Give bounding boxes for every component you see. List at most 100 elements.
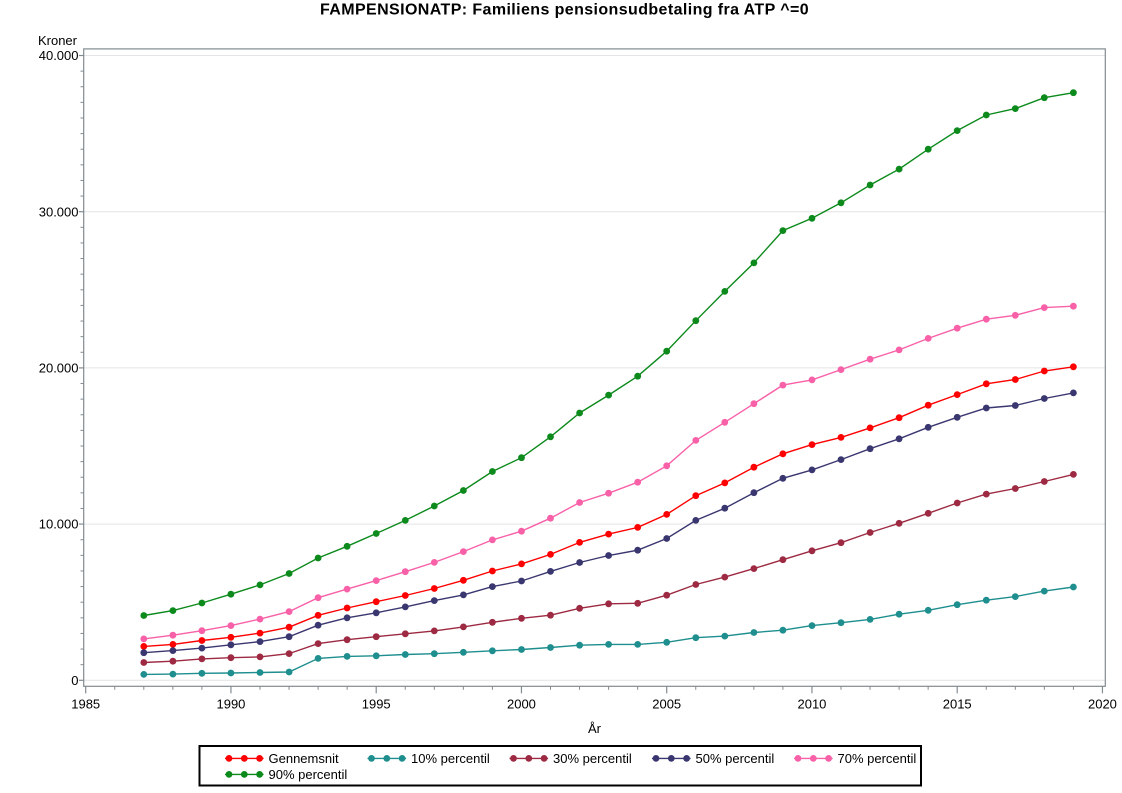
- data-point-2015: [953, 413, 961, 421]
- data-point-2000: [518, 614, 525, 622]
- data-point-2000: [518, 527, 525, 535]
- legend-marker: [225, 771, 233, 778]
- data-point-1992: [285, 623, 293, 631]
- data-point-1997: [430, 559, 438, 566]
- data-point-2003: [605, 641, 612, 648]
- data-point-1987: [140, 671, 148, 678]
- data-point-1989: [198, 627, 206, 635]
- series-50-percentil: [140, 389, 1077, 657]
- data-point-2005: [663, 535, 671, 542]
- data-point-2016: [982, 111, 990, 119]
- data-point-2009: [779, 450, 787, 458]
- axis-ticks: [78, 54, 1104, 694]
- chart-title: FAMPENSIONATP: Familiens pensionsudbetal…: [320, 2, 809, 19]
- series-90-percentil: [140, 89, 1077, 619]
- legend-marker: [652, 755, 660, 762]
- legend-label: 10% percentil: [411, 751, 490, 766]
- data-point-2011: [837, 456, 845, 463]
- x-tick-label-2015: 2015: [943, 697, 972, 712]
- series-30-percentil: [140, 471, 1077, 666]
- data-point-1988: [169, 657, 177, 665]
- data-point-2018: [1040, 478, 1048, 485]
- data-point-2010: [808, 376, 816, 384]
- y-tick-label-10.000: 10.000: [39, 517, 79, 532]
- data-point-2005: [663, 638, 671, 646]
- data-point-2008: [750, 629, 758, 636]
- legend-marker: [398, 755, 406, 762]
- data-point-1993: [314, 611, 322, 619]
- data-point-2009: [779, 381, 787, 389]
- data-point-2005: [663, 591, 671, 599]
- data-point-2017: [1011, 485, 1019, 492]
- data-point-2004: [634, 524, 642, 531]
- x-tick-label-1990: 1990: [216, 697, 245, 712]
- data-point-2013: [895, 414, 903, 422]
- data-point-2008: [750, 463, 758, 471]
- data-point-2018: [1040, 367, 1048, 375]
- data-point-2008: [750, 565, 758, 572]
- data-point-2008: [750, 400, 758, 408]
- data-point-2019: [1070, 389, 1077, 397]
- data-point-2015: [953, 127, 961, 134]
- data-point-2012: [866, 181, 874, 189]
- data-point-1995: [372, 598, 380, 606]
- data-point-2019: [1070, 363, 1077, 371]
- data-point-2002: [576, 539, 583, 546]
- data-point-1993: [314, 594, 322, 602]
- data-point-2017: [1011, 402, 1019, 409]
- data-point-1993: [314, 621, 322, 629]
- legend-entry-90-percentil: 90% percentil: [225, 767, 347, 782]
- data-point-2014: [924, 335, 932, 342]
- data-point-2007: [721, 504, 729, 512]
- data-point-1991: [256, 638, 264, 645]
- data-point-2012: [866, 529, 874, 536]
- data-point-2014: [924, 423, 932, 431]
- data-point-1993: [314, 554, 322, 562]
- data-point-2002: [576, 641, 583, 649]
- data-point-2010: [808, 466, 816, 474]
- data-point-1988: [169, 607, 177, 614]
- data-point-1995: [372, 577, 380, 584]
- legend-entry-gennemsnit: Gennemsnit: [225, 751, 339, 766]
- series-line: [143, 305, 1074, 640]
- data-point-1998: [460, 576, 467, 584]
- legend-marker: [240, 755, 248, 762]
- data-point-1990: [227, 590, 235, 598]
- data-point-2019: [1070, 89, 1077, 97]
- data-point-2014: [924, 606, 932, 614]
- data-point-1988: [169, 647, 177, 654]
- data-point-2008: [750, 259, 758, 267]
- data-point-1987: [140, 643, 148, 650]
- x-tick-label-2010: 2010: [797, 697, 826, 712]
- gridlines: [83, 55, 1106, 681]
- data-point-2011: [837, 434, 845, 441]
- legend-marker: [225, 755, 233, 762]
- data-point-1989: [198, 644, 206, 652]
- data-point-2014: [924, 145, 932, 153]
- legend-marker: [825, 755, 832, 762]
- data-point-2002: [576, 499, 583, 506]
- data-point-2004: [634, 641, 642, 648]
- data-point-2002: [576, 409, 583, 417]
- data-point-1990: [227, 633, 235, 641]
- legend-marker: [383, 755, 391, 762]
- series-line: [143, 473, 1074, 664]
- data-point-2017: [1011, 593, 1019, 600]
- data-point-1999: [489, 536, 496, 544]
- data-point-2006: [692, 437, 700, 444]
- data-series: [140, 89, 1077, 678]
- data-point-1997: [430, 597, 438, 604]
- data-point-2014: [924, 401, 932, 409]
- data-point-2018: [1040, 94, 1048, 102]
- data-point-2009: [779, 474, 787, 482]
- data-point-1999: [489, 583, 496, 590]
- legend-marker: [510, 755, 517, 762]
- data-point-1998: [460, 548, 467, 555]
- data-point-1988: [169, 670, 177, 678]
- data-point-1997: [430, 502, 438, 510]
- data-point-2005: [663, 462, 671, 470]
- data-point-2013: [895, 165, 903, 173]
- data-point-2015: [953, 391, 961, 398]
- data-point-2017: [1011, 311, 1019, 319]
- y-tick-label-0: 0: [71, 673, 78, 688]
